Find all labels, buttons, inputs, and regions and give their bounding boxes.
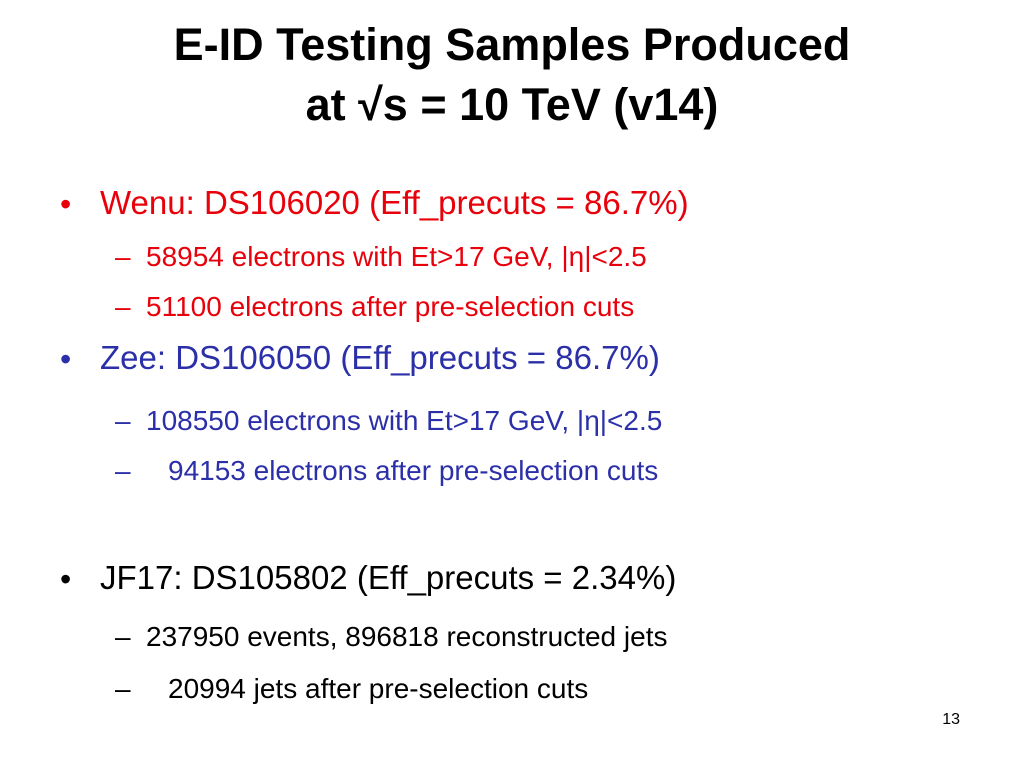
dash: – (115, 455, 131, 486)
dash: – (115, 621, 131, 652)
title-line: at √s = 10 TeV (v14) (305, 79, 719, 130)
sub-item: 20994 jets after pre-selection cuts (168, 673, 589, 704)
sub-item: 51100 electrons after pre-selection cuts (146, 291, 635, 322)
sub-item: 237950 events, 896818 reconstructed jets (146, 621, 668, 652)
section-heading: Wenu: DS106020 (Eff_precuts = 86.7%) (100, 184, 689, 221)
dash: – (115, 241, 131, 272)
page-number: 13 (942, 711, 960, 728)
bullet: • (60, 186, 72, 222)
title-line: E-ID Testing Samples Produced (173, 19, 851, 70)
section-heading: Zee: DS106050 (Eff_precuts = 86.7%) (100, 339, 660, 376)
dash: – (115, 291, 131, 322)
dash: – (115, 405, 131, 436)
sub-item: 108550 electrons with Et>17 GeV, |η|<2.5 (146, 405, 663, 436)
sub-item: 94153 electrons after pre-selection cuts (168, 455, 659, 486)
sub-item: 58954 electrons with Et>17 GeV, |η|<2.5 (146, 241, 647, 272)
bullet: • (60, 561, 72, 597)
dash: – (115, 673, 131, 704)
bullet: • (60, 341, 72, 377)
section-heading: JF17: DS105802 (Eff_precuts = 2.34%) (100, 559, 677, 596)
